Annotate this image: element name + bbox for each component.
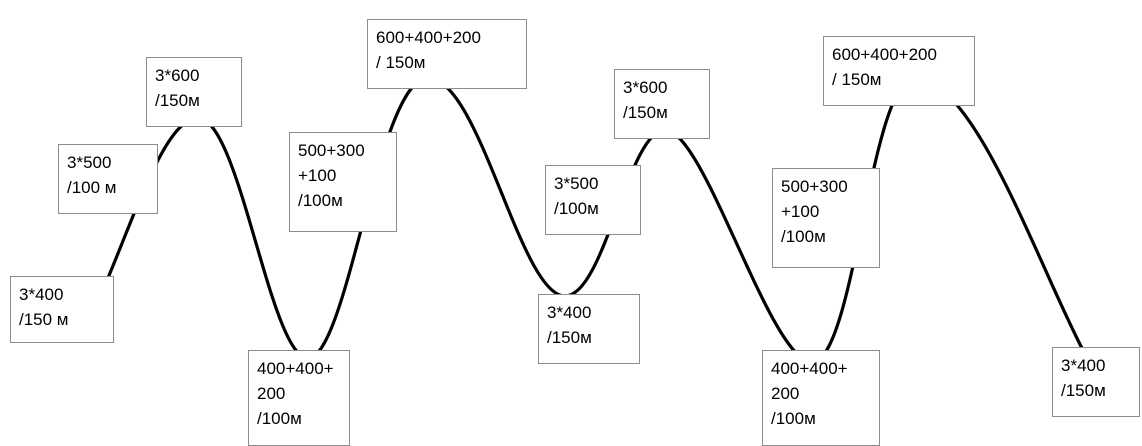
label-line: 3*500 — [67, 150, 157, 175]
label-line: /150 м — [19, 307, 113, 332]
label-line: 3*500 — [554, 171, 640, 196]
label-box-trough-3: 400+400+ 200 /100м — [762, 350, 880, 446]
label-line: 400+400+ — [257, 356, 349, 381]
label-box-trough-2: 3*400 /150м — [538, 294, 640, 364]
label-line: 3*400 — [547, 300, 639, 325]
label-line: 500+300 — [781, 174, 879, 199]
label-line: /150м — [547, 325, 639, 350]
label-line: /100м — [554, 196, 640, 221]
label-line: 200 — [257, 381, 349, 406]
label-line: 3*400 — [19, 282, 113, 307]
label-line: 600+400+200 — [832, 42, 974, 67]
label-line: / 150м — [832, 67, 974, 92]
label-line: 3*600 — [623, 75, 709, 100]
label-box-rise-1: 3*500 /100 м — [58, 144, 158, 214]
label-line: +100 — [298, 163, 396, 188]
label-line: /100м — [771, 406, 879, 431]
label-line: 200 — [771, 381, 879, 406]
label-box-fall-2: 3*500 /100м — [545, 165, 641, 235]
label-line: /100м — [781, 224, 879, 249]
label-line: 3*400 — [1061, 353, 1139, 378]
label-line: 400+400+ — [771, 356, 879, 381]
label-line: /150м — [1061, 378, 1139, 403]
label-box-peak-3: 3*600 /150м — [614, 69, 710, 139]
label-line: /100 м — [67, 175, 157, 200]
label-line: +100 — [781, 199, 879, 224]
label-line: /150м — [623, 100, 709, 125]
label-line: 500+300 — [298, 138, 396, 163]
label-line: 600+400+200 — [376, 25, 526, 50]
label-line: /150м — [155, 88, 241, 113]
label-line: /100м — [298, 188, 396, 213]
label-box-rise-3: 500+300 +100 /100м — [772, 168, 880, 268]
label-box-rise-2: 500+300 +100 /100м — [289, 132, 397, 232]
label-box-peak-2: 600+400+200 / 150м — [367, 19, 527, 89]
label-box-end: 3*400 /150м — [1052, 347, 1140, 417]
label-line: 3*600 — [155, 63, 241, 88]
label-box-trough-1: 400+400+ 200 /100м — [248, 350, 350, 446]
label-line: / 150м — [376, 50, 526, 75]
label-box-peak-4: 600+400+200 / 150м — [823, 36, 975, 106]
label-line: /100м — [257, 406, 349, 431]
label-box-peak-1: 3*600 /150м — [146, 57, 242, 127]
label-box-start: 3*400 /150 м — [10, 276, 114, 343]
